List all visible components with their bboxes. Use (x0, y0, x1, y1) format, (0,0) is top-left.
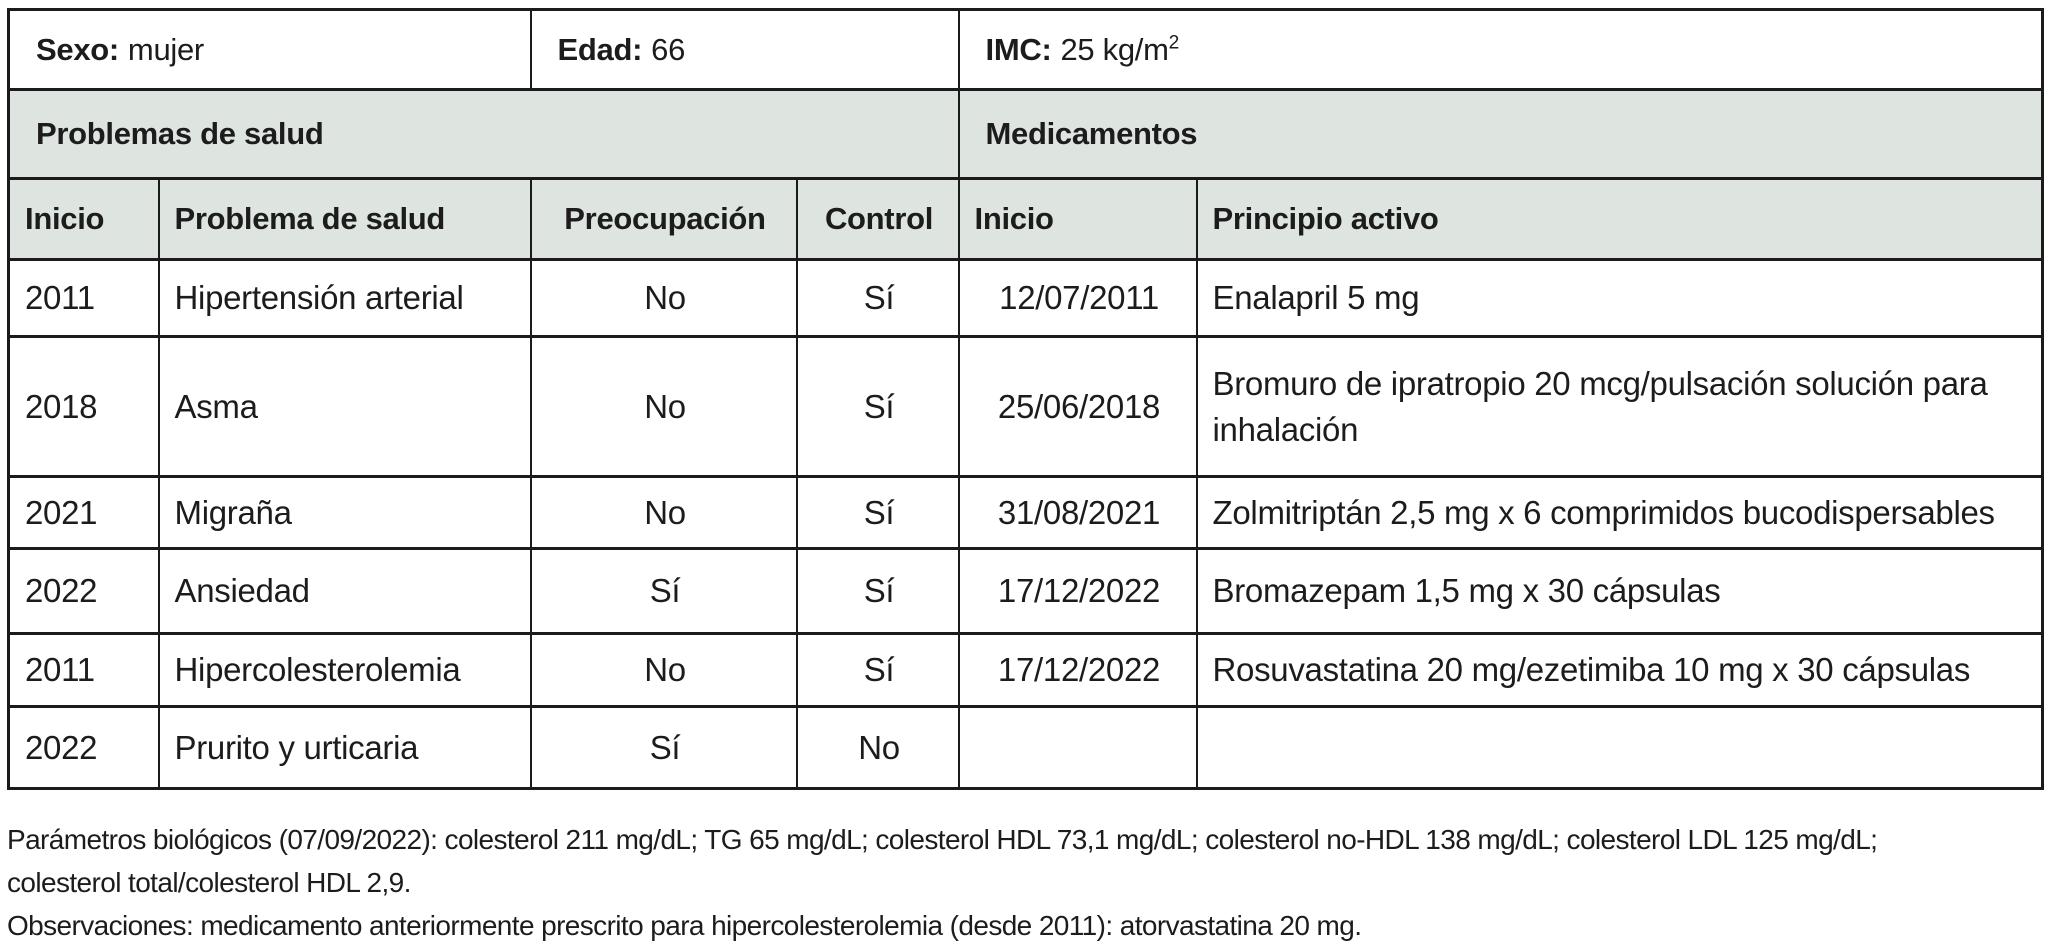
observations-note: Observaciones: medicamento anteriormente… (7, 904, 2041, 947)
col-header-preocupacion: Preocupación (529, 177, 798, 261)
medications-section-title: Medicamentos (985, 116, 1198, 151)
column-header-row: Inicio Problema de salud Preocupación Co… (7, 177, 2044, 261)
cell-sexo: Sexo: mujer (7, 8, 532, 91)
cell-problema: Ansiedad (157, 547, 532, 635)
section-title-row: Problemas de salud Medicamentos (7, 88, 2044, 180)
patient-case-table: Sexo: mujer Edad: 66 IMC: 25 kg/m2 Problema… (7, 8, 2045, 790)
cell-control: No (795, 705, 960, 790)
observations-text: Observaciones: medicamento anteriormente… (7, 910, 1362, 941)
table-footnotes: Parámetros biológicos (07/09/2022): cole… (7, 818, 2041, 947)
biological-parameters-line2: colesterol total/colesterol HDL 2,9. (7, 867, 411, 898)
cell-problema: Hipertensión arterial (157, 258, 532, 338)
cell-control: Sí (795, 258, 960, 338)
imc-unit-superscript: 2 (1168, 32, 1180, 54)
cell-principio-activo: Enalapril 5 mg (1195, 258, 2044, 338)
col-header-inicio-problema: Inicio (7, 177, 160, 261)
cell-inicio-medicamento: 25/06/2018 (957, 335, 1198, 478)
cell-control: Sí (795, 632, 960, 708)
table-row-prurito-urticaria: 2022 Prurito y urticaria Sí No (7, 705, 2044, 790)
edad-label: Edad: (557, 31, 643, 67)
cell-problema: Hipercolesterolemia (157, 632, 532, 708)
cell-preocupacion: No (529, 632, 798, 708)
imc-label: IMC: (985, 31, 1052, 67)
col-header-problema-de-salud: Problema de salud (157, 177, 532, 261)
cell-inicio-medicamento: 12/07/2011 (957, 258, 1198, 338)
cell-inicio-medicamento: 31/08/2021 (957, 475, 1198, 550)
cell-control: Sí (795, 475, 960, 550)
cell-preocupacion: No (529, 258, 798, 338)
sexo-value: mujer (127, 31, 204, 67)
table-row-hipercolesterolemia: 2011 Hipercolesterolemia No Sí 17/12/202… (7, 632, 2044, 708)
cell-imc: IMC: 25 kg/m2 (957, 8, 2044, 91)
cell-inicio-problema: 2022 (7, 705, 160, 790)
sexo-label: Sexo: (36, 31, 119, 67)
col-header-control: Control (795, 177, 960, 261)
cell-preocupacion: Sí (529, 547, 798, 635)
table-row-ansiedad: 2022 Ansiedad Sí Sí 17/12/2022 Bromazepa… (7, 547, 2044, 635)
cell-principio-activo: Bromuro de ipratropio 20 mcg/pulsación s… (1195, 335, 2044, 478)
cell-inicio-problema: 2021 (7, 475, 160, 550)
cell-inicio-problema: 2011 (7, 258, 160, 338)
edad-value: 66 (651, 31, 686, 67)
table-row-asma: 2018 Asma No Sí 25/06/2018 Bromuro de ip… (7, 335, 2044, 478)
cell-problema: Prurito y urticaria (157, 705, 532, 790)
biological-parameters-note: Parámetros biológicos (07/09/2022): cole… (7, 818, 2041, 904)
cell-inicio-problema: 2018 (7, 335, 160, 478)
cell-inicio-medicamento (957, 705, 1198, 790)
cell-principio-activo: Zolmitriptán 2,5 mg x 6 comprimidos buco… (1195, 475, 2044, 550)
table-row-migrana: 2021 Migraña No Sí 31/08/2021 Zolmitript… (7, 475, 2044, 550)
col-header-principio-activo: Principio activo (1195, 177, 2044, 261)
cell-preocupacion: Sí (529, 705, 798, 790)
patient-info-row: Sexo: mujer Edad: 66 IMC: 25 kg/m2 (7, 8, 2044, 91)
table-row-hipertension: 2011 Hipertensión arterial No Sí 12/07/2… (7, 258, 2044, 338)
section-problemas-de-salud: Problemas de salud (7, 88, 960, 180)
problems-section-title: Problemas de salud (36, 116, 324, 151)
cell-principio-activo: Rosuvastatina 20 mg/ezetimiba 10 mg x 30… (1195, 632, 2044, 708)
cell-inicio-medicamento: 17/12/2022 (957, 632, 1198, 708)
cell-principio-activo (1195, 705, 2044, 790)
cell-problema: Asma (157, 335, 532, 478)
col-header-inicio-medicamento: Inicio (957, 177, 1198, 261)
cell-problema: Migraña (157, 475, 532, 550)
cell-inicio-problema: 2011 (7, 632, 160, 708)
cell-preocupacion: No (529, 475, 798, 550)
section-medicamentos: Medicamentos (957, 88, 2044, 180)
cell-preocupacion: No (529, 335, 798, 478)
cell-inicio-problema: 2022 (7, 547, 160, 635)
cell-control: Sí (795, 335, 960, 478)
cell-edad: Edad: 66 (529, 8, 960, 91)
cell-inicio-medicamento: 17/12/2022 (957, 547, 1198, 635)
imc-value: 25 kg/m (1060, 31, 1169, 67)
biological-parameters-line1: Parámetros biológicos (07/09/2022): cole… (7, 824, 1878, 855)
cell-control: Sí (795, 547, 960, 635)
cell-principio-activo: Bromazepam 1,5 mg x 30 cápsulas (1195, 547, 2044, 635)
